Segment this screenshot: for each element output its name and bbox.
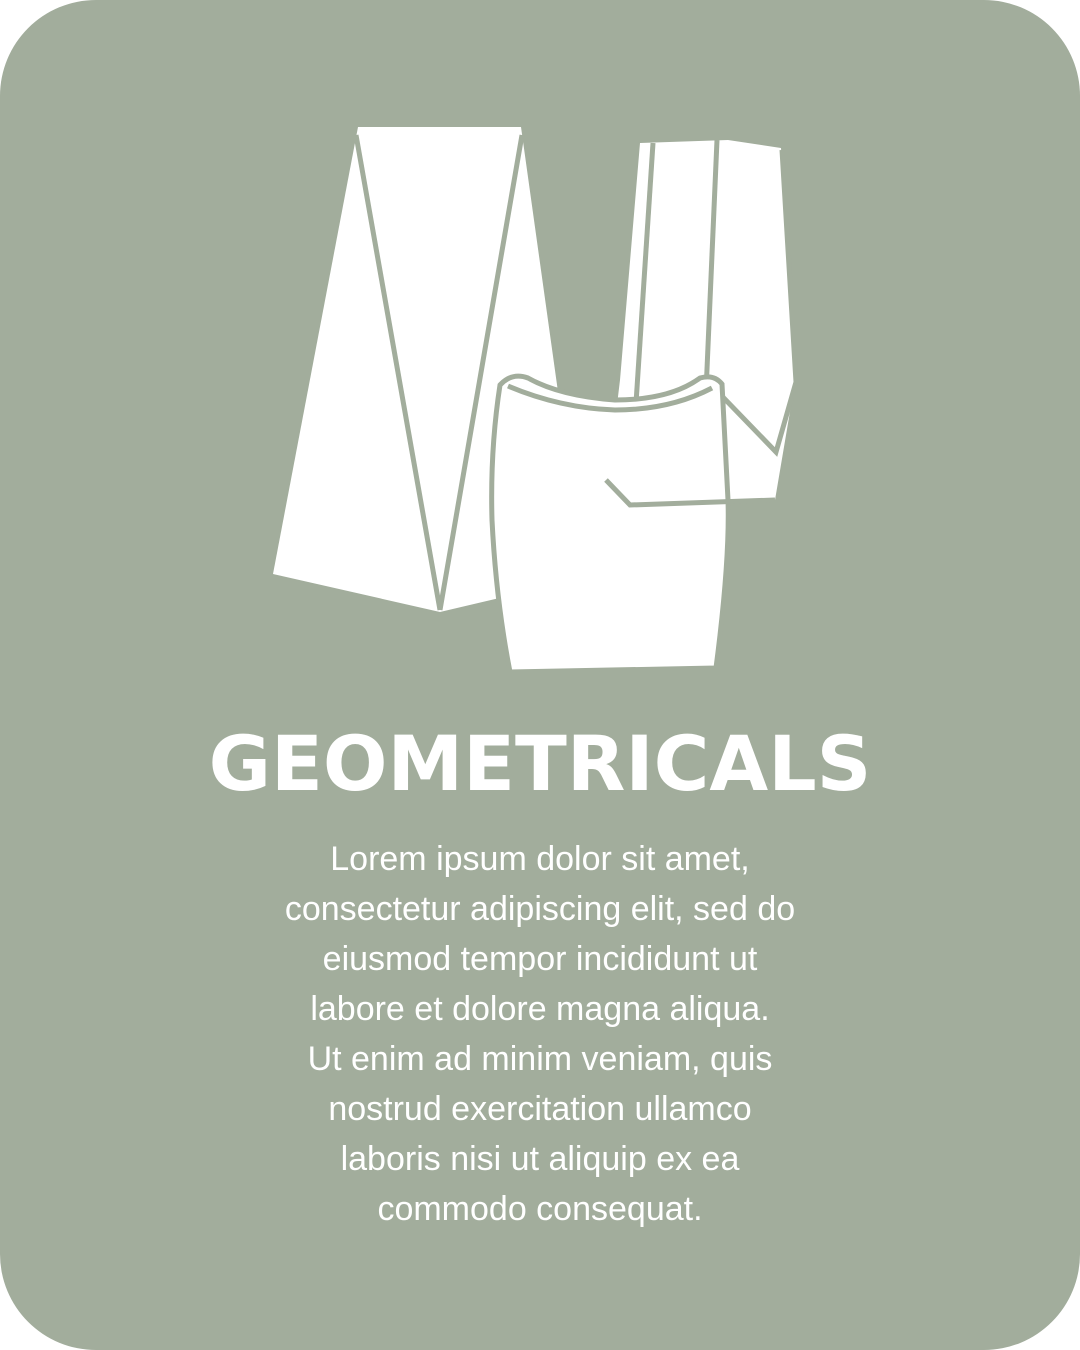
card-description: Lorem ipsum dolor sit amet, consectetur … (284, 840, 796, 1228)
scarf-fold-line (353, 134, 443, 611)
card-title: GEOMETRICALS (208, 719, 872, 808)
scarf-fold-line (437, 134, 525, 611)
trousers-seam-line (703, 139, 720, 393)
skirt-shape (489, 373, 731, 675)
skirt-hem-line (604, 478, 776, 508)
skirt-waistband-line (507, 383, 714, 413)
geometric-garments-icon (273, 127, 795, 675)
